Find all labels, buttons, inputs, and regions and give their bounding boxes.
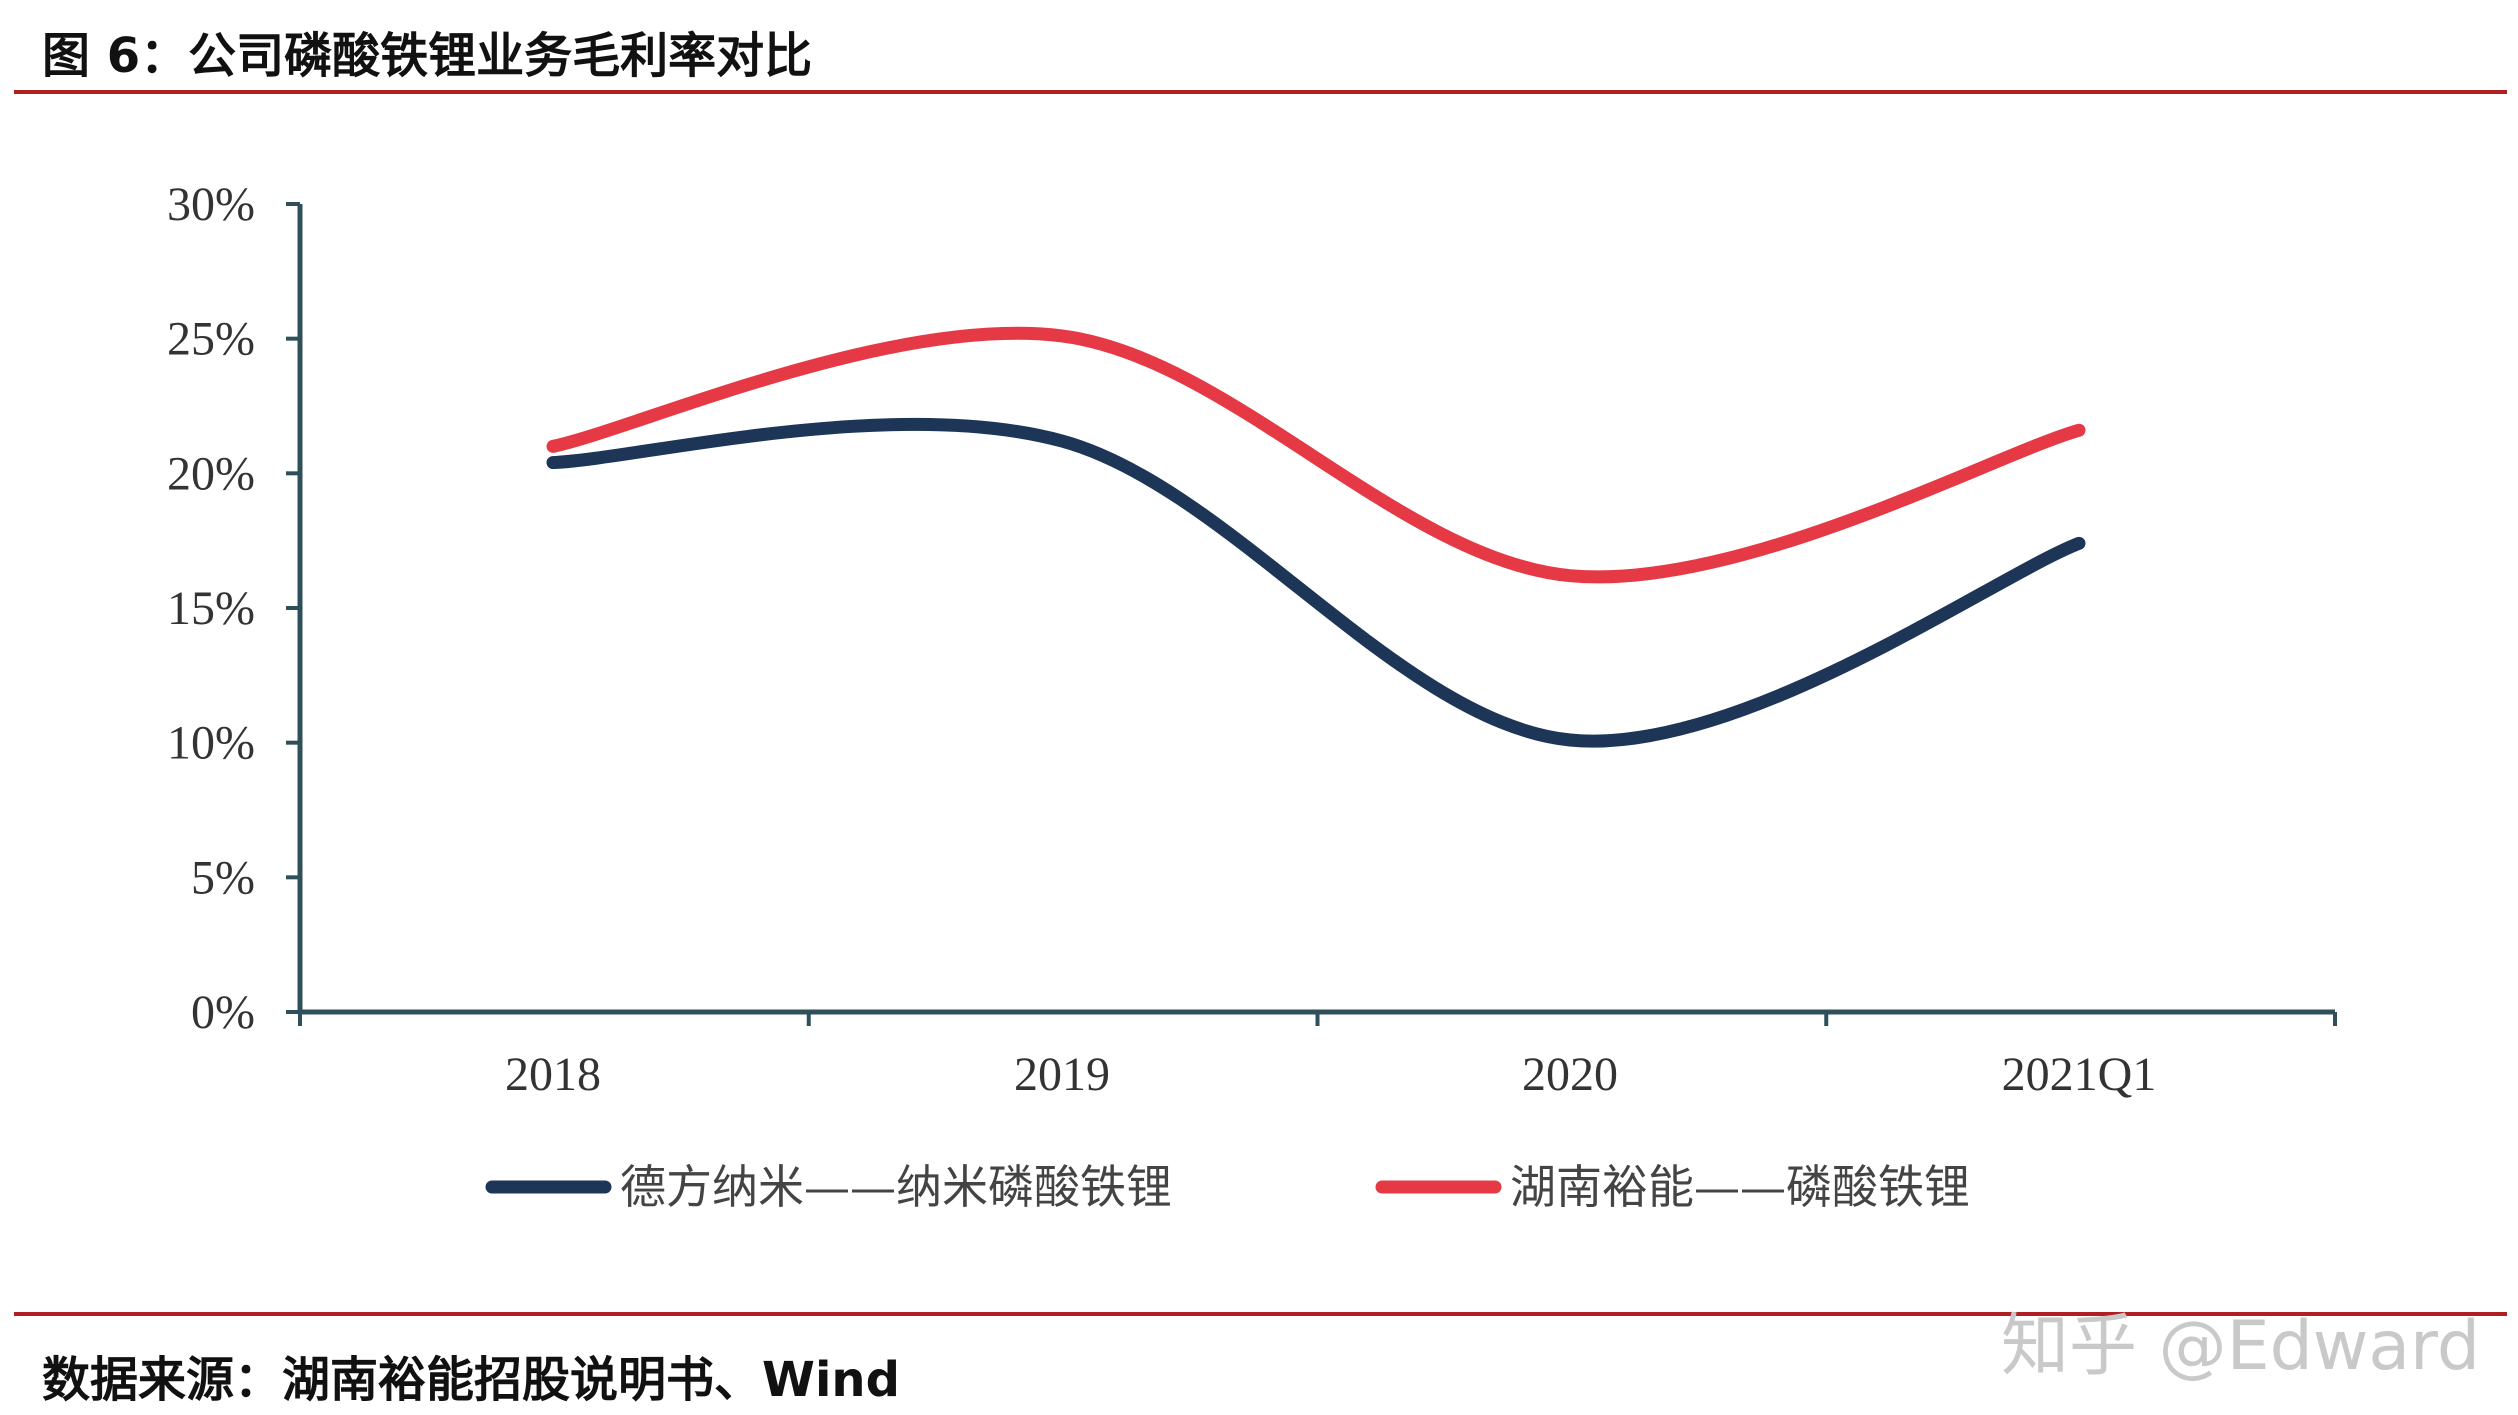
y-tick-label: 10%	[167, 717, 255, 770]
x-tick-label: 2018	[505, 1048, 601, 1101]
top-divider	[14, 90, 2507, 94]
y-tick-label: 0%	[191, 986, 255, 1039]
watermark: 知乎 @Edward	[2001, 1307, 2480, 1386]
series-line-1	[546, 417, 2086, 748]
figure-title: 图 6：公司磷酸铁锂业务毛利率对比	[42, 28, 813, 84]
y-tick-label: 30%	[167, 178, 255, 231]
chart-axes: 0% 5% 10% 15% 20% 25% 30% 2018 2019 2020 2021Q1	[167, 178, 2337, 1101]
chart-series	[546, 326, 2086, 748]
y-tick-label: 15%	[167, 582, 255, 635]
legend-label-2: 湖南裕能——磷酸铁锂	[1510, 1160, 1970, 1214]
line-chart: 0% 5% 10% 15% 20% 25% 30% 2018 2019 2020 2021Q1 德方…	[167, 178, 2337, 1214]
chart-legend: 德方纳米——纳米磷酸铁锂 湖南裕能——磷酸铁锂	[485, 1160, 1970, 1214]
x-tick-label: 2021Q1	[2002, 1048, 2157, 1101]
y-tick-label: 25%	[167, 313, 255, 366]
data-source: 数据来源：湖南裕能招股说明书、Wind	[42, 1352, 900, 1408]
y-tick-label: 5%	[191, 851, 255, 904]
legend-label-1: 德方纳米——纳米磷酸铁锂	[620, 1160, 1172, 1214]
y-tick-label: 20%	[167, 447, 255, 500]
series-line-2	[546, 326, 2086, 584]
x-tick-label: 2019	[1014, 1048, 1110, 1101]
bottom-divider	[14, 1312, 2507, 1316]
x-tick-label: 2020	[1522, 1048, 1618, 1101]
